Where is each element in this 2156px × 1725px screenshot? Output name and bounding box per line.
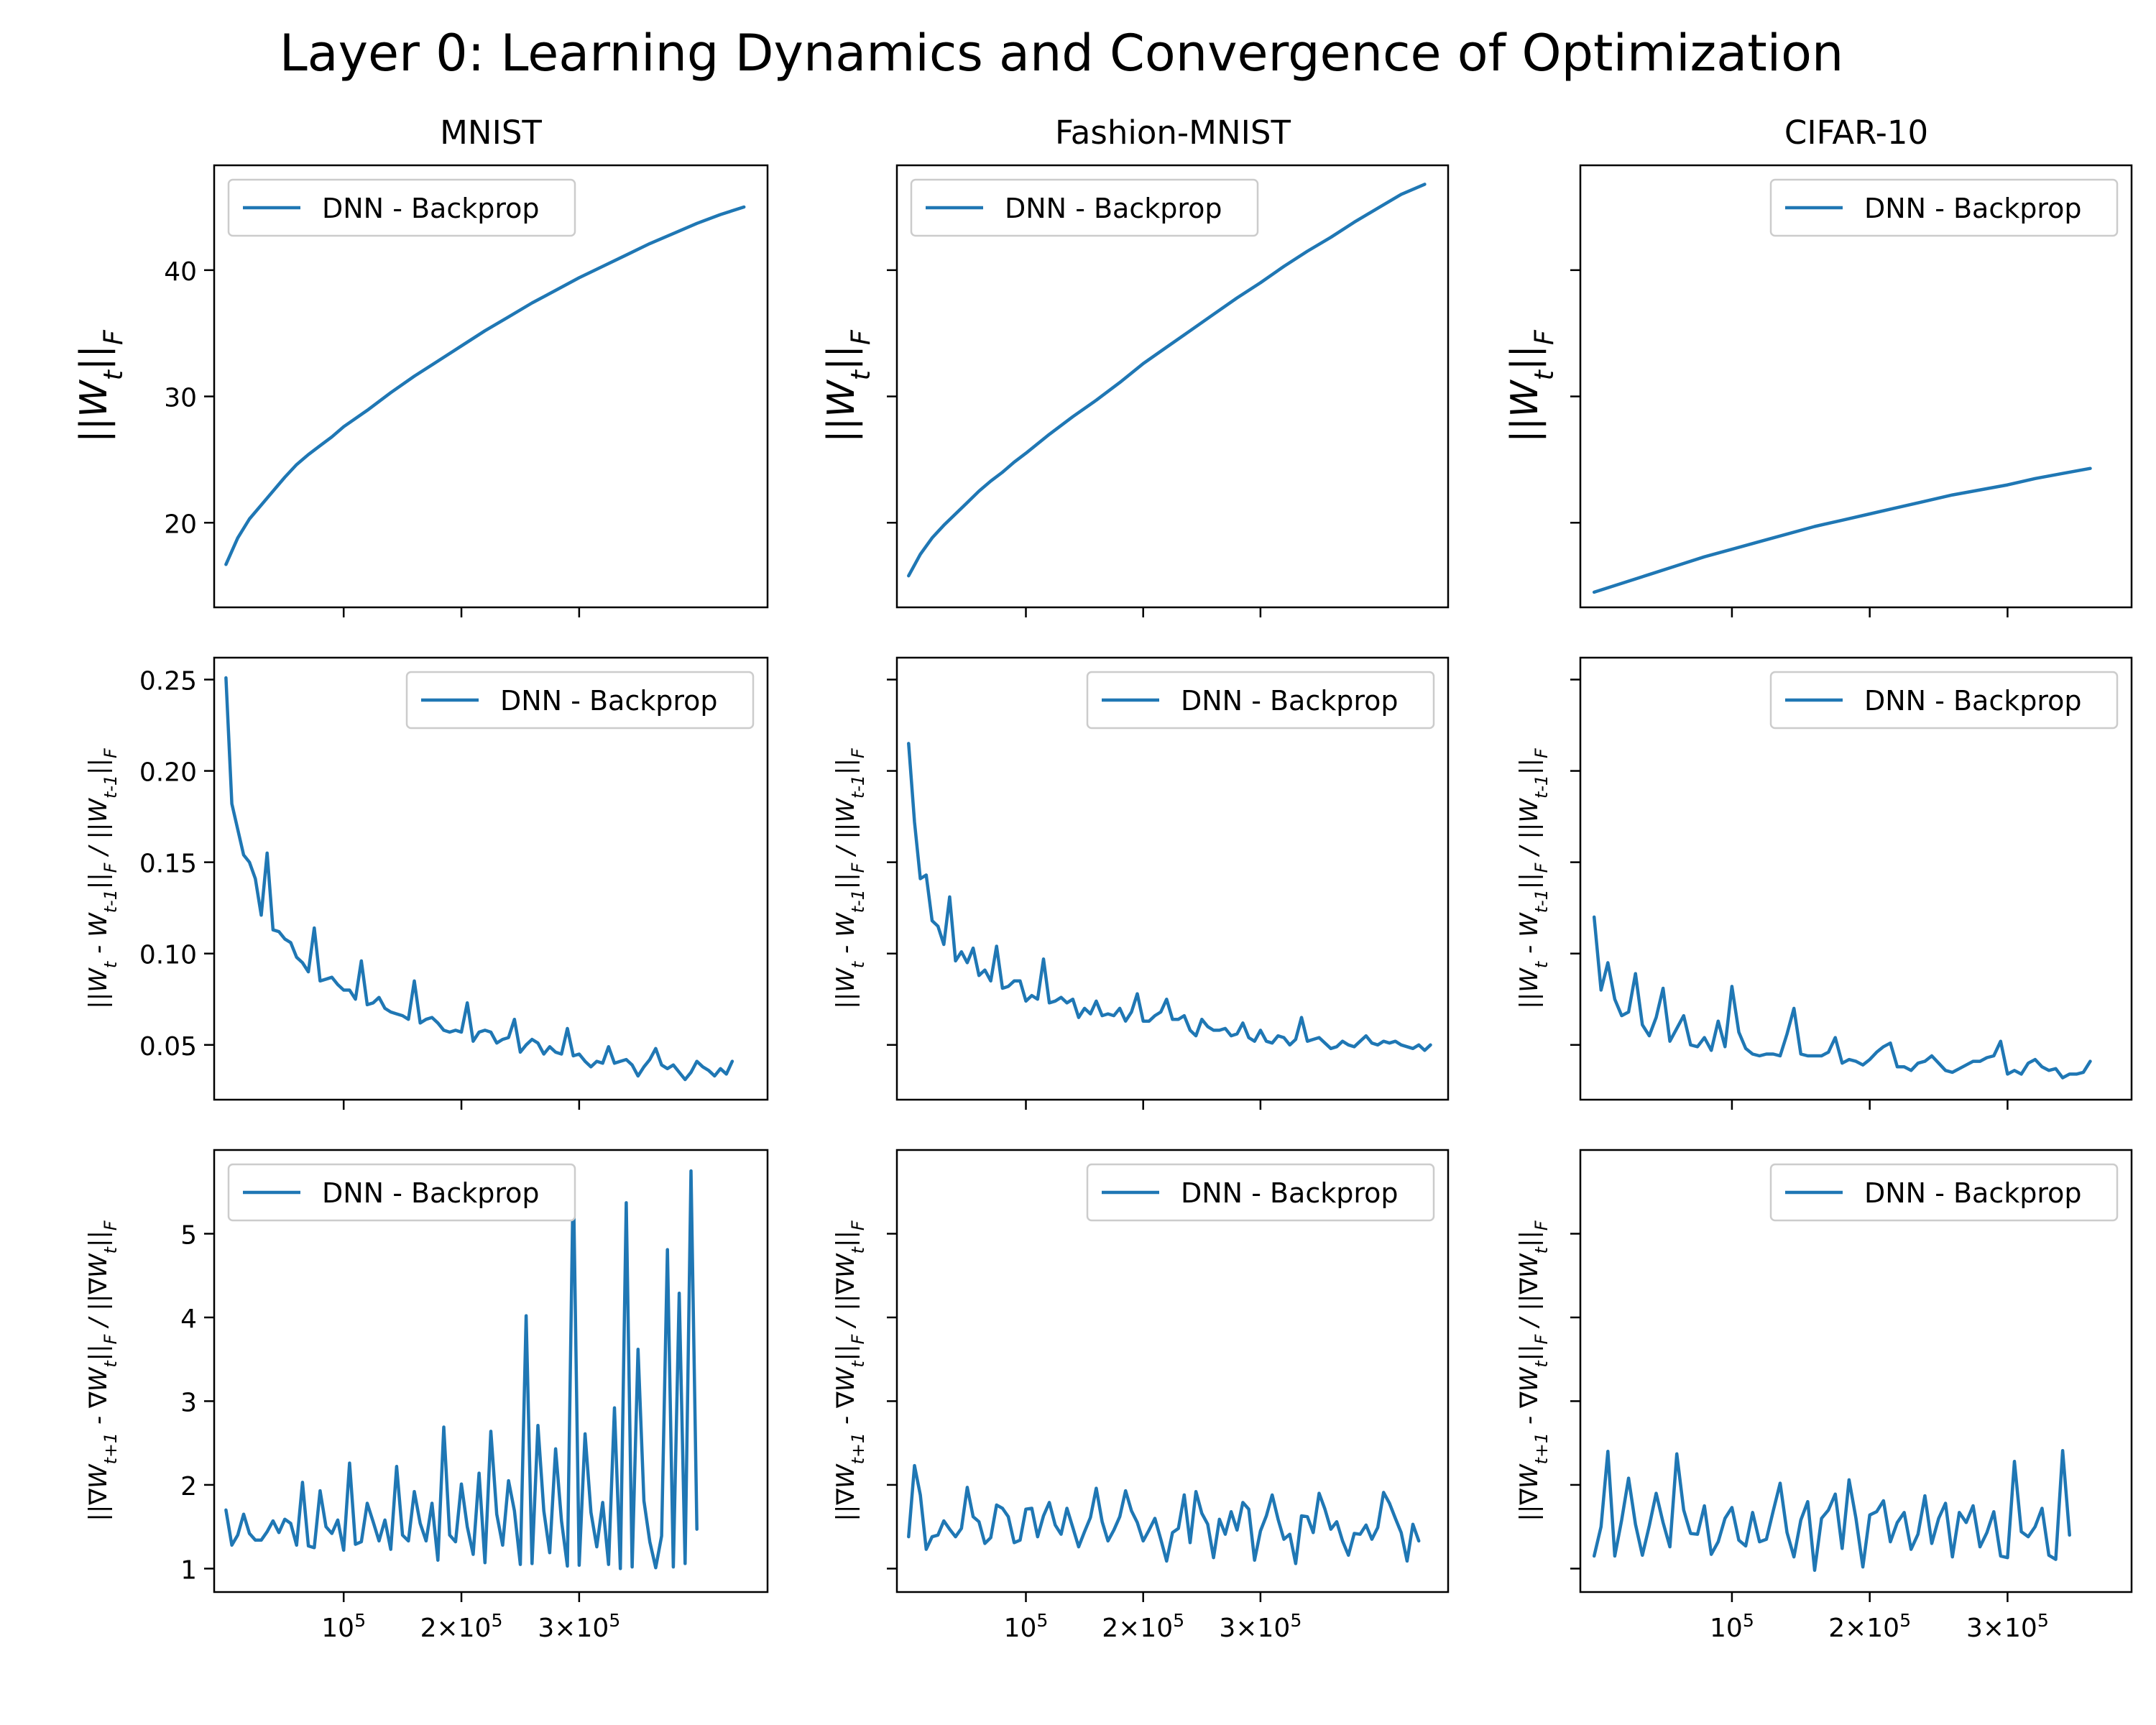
legend: DNN - Backprop: [229, 180, 575, 236]
y-tick-label: 40: [164, 257, 197, 287]
legend-label: DNN - Backprop: [1864, 1177, 2082, 1209]
y-tick-label: 0.25: [139, 666, 197, 696]
legend-label: DNN - Backprop: [1181, 1177, 1399, 1209]
column-title-mnist: MNIST: [440, 114, 542, 152]
legend-label: DNN - Backprop: [1181, 685, 1399, 717]
x-tick-label: 3×105: [538, 1610, 620, 1644]
legend: DNN - Backprop: [911, 180, 1258, 236]
y-tick-label: 1: [180, 1555, 197, 1585]
column-title-cifar-10: CIFAR-10: [1784, 114, 1928, 152]
column-title-fashion-mnist: Fashion-MNIST: [1055, 114, 1291, 152]
legend: DNN - Backprop: [1771, 180, 2117, 236]
legend: DNN - Backprop: [407, 672, 753, 728]
legend: DNN - Backprop: [1771, 1164, 2117, 1220]
y-tick-label: 0.10: [139, 941, 197, 970]
legend-label: DNN - Backprop: [322, 1177, 540, 1209]
y-tick-label: 4: [180, 1305, 197, 1334]
legend-label: DNN - Backprop: [1005, 193, 1222, 224]
legend-label: DNN - Backprop: [1864, 685, 2082, 717]
legend-label: DNN - Backprop: [1864, 193, 2082, 224]
x-tick-label: 2×105: [1828, 1610, 1911, 1644]
y-tick-label: 0.20: [139, 758, 197, 788]
x-tick-label: 2×105: [420, 1610, 503, 1644]
legend: DNN - Backprop: [1087, 1164, 1434, 1220]
y-tick-label: 5: [180, 1220, 197, 1250]
y-tick-label: 0.05: [139, 1032, 197, 1062]
legend-label: DNN - Backprop: [322, 193, 540, 224]
y-tick-label: 30: [164, 384, 197, 413]
x-tick-label: 3×105: [1219, 1610, 1302, 1644]
legend: DNN - Backprop: [229, 1164, 575, 1220]
legend: DNN - Backprop: [1087, 672, 1434, 728]
y-tick-label: 3: [180, 1388, 197, 1417]
y-tick-label: 0.15: [139, 850, 197, 879]
y-tick-label: 2: [180, 1472, 197, 1501]
figure-title: Layer 0: Learning Dynamics and Convergen…: [280, 24, 1844, 83]
x-tick-label: 2×105: [1102, 1610, 1184, 1644]
y-tick-label: 20: [164, 510, 197, 539]
legend-label: DNN - Backprop: [500, 685, 718, 717]
legend: DNN - Backprop: [1771, 672, 2117, 728]
x-tick-label: 3×105: [1966, 1610, 2049, 1644]
